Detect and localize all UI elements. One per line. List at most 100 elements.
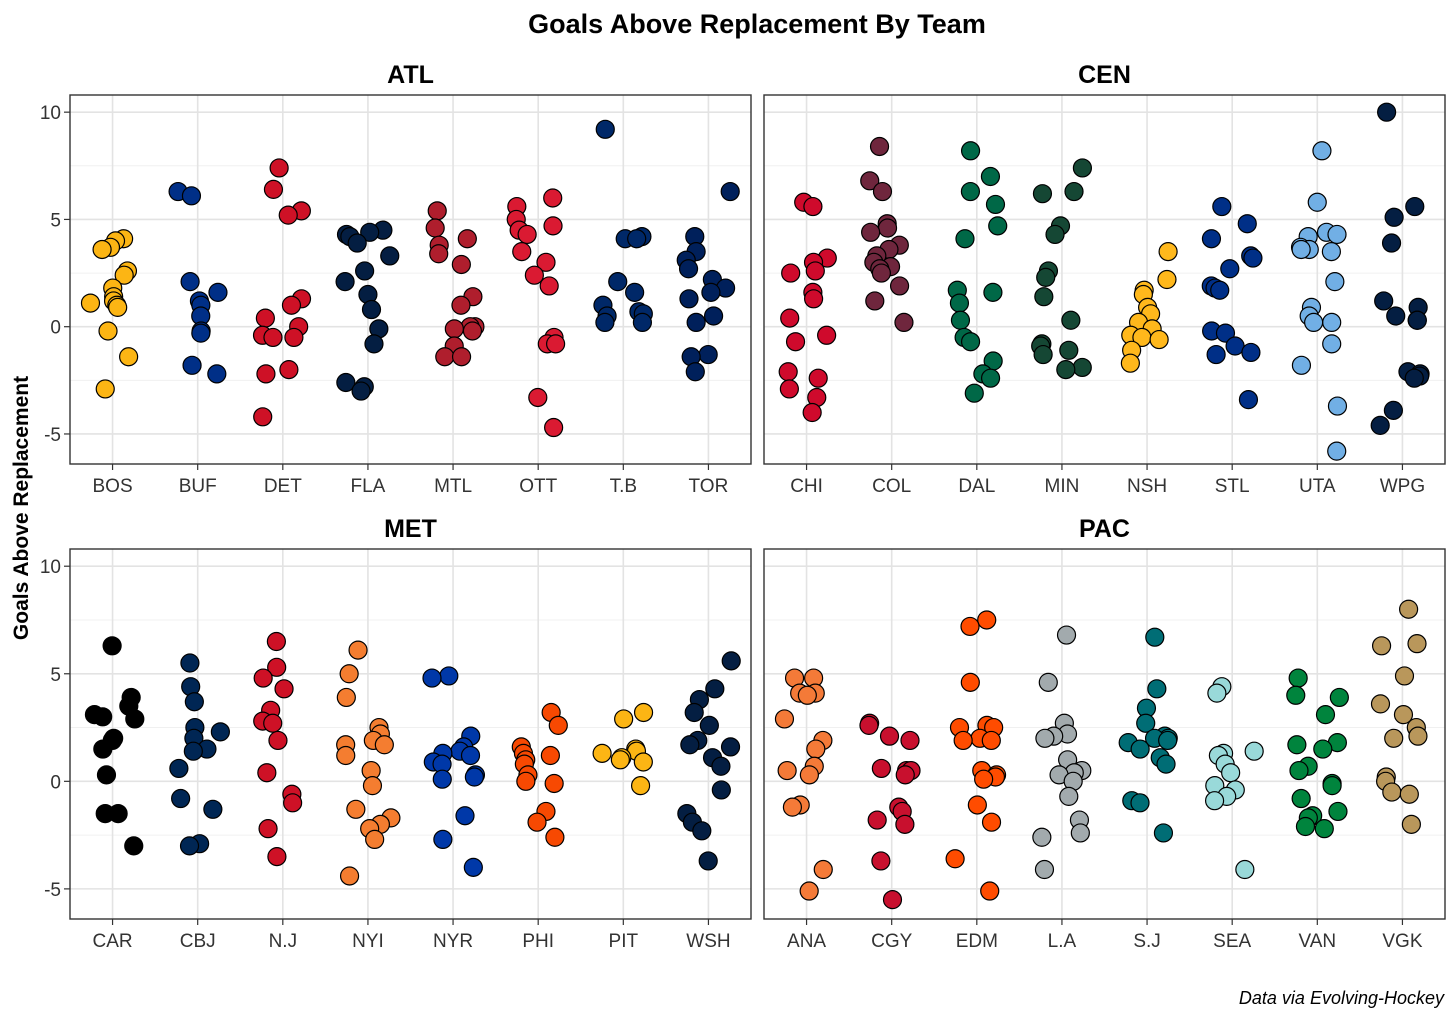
data-point: [1153, 823, 1174, 843]
data-point: [1215, 323, 1236, 343]
data-point: [1312, 141, 1332, 161]
x-tick-label: MTL: [434, 476, 472, 497]
team-series-tb: [593, 119, 653, 333]
x-tick-label: CAR: [93, 931, 133, 952]
team-series-wpg: [1370, 102, 1430, 435]
data-point: [435, 347, 455, 367]
data-point: [797, 685, 817, 705]
data-point: [374, 735, 394, 755]
data-point: [1289, 760, 1309, 781]
data-point: [463, 857, 483, 877]
data-point: [1286, 685, 1306, 705]
data-point: [119, 347, 139, 367]
data-point: [1328, 801, 1348, 822]
data-point: [894, 312, 914, 333]
data-point: [355, 261, 375, 281]
data-point: [1287, 735, 1307, 755]
data-point: [125, 709, 145, 729]
x-tick-label: SEA: [1213, 931, 1251, 952]
panel-border: [763, 94, 1446, 465]
data-point: [545, 827, 565, 847]
panel-title: CEN: [1078, 61, 1131, 89]
data-point: [1210, 280, 1230, 300]
data-point: [632, 312, 653, 333]
data-point: [208, 282, 228, 302]
data-point: [1321, 242, 1341, 262]
data-point: [425, 218, 445, 238]
data-point: [1136, 713, 1156, 733]
data-point: [92, 239, 112, 260]
panel-title: MET: [384, 515, 437, 543]
x-tick-label: DET: [264, 476, 302, 497]
data-point: [422, 668, 442, 688]
team-series-min: [1031, 158, 1093, 380]
x-tick-label: NSH: [1127, 476, 1167, 497]
team-series-chi: [778, 192, 837, 423]
data-point: [595, 312, 615, 333]
team-series-pit: [592, 702, 654, 796]
data-point: [1120, 353, 1140, 373]
data-point: [1313, 739, 1333, 759]
data-point: [380, 246, 400, 266]
data-point: [527, 812, 547, 832]
data-point: [780, 308, 800, 328]
data-point: [457, 229, 477, 249]
x-tick-label: WSH: [686, 931, 730, 952]
team-series-nj: [253, 631, 303, 867]
data-point: [785, 332, 806, 352]
x-tick-label: STL: [1215, 476, 1250, 497]
data-point: [1072, 158, 1093, 178]
data-point: [1056, 360, 1076, 380]
data-point: [546, 334, 566, 354]
data-point: [108, 297, 128, 317]
data-point: [1371, 636, 1392, 656]
data-point: [595, 119, 615, 139]
data-point: [630, 776, 651, 796]
data-point: [872, 181, 893, 202]
panel-met: MET CAR CBJ N.J NYI NYR PHI PIT WSH 10 5 0 -5: [40, 515, 752, 952]
data-point: [528, 387, 548, 408]
data-point: [102, 636, 122, 656]
data-point: [633, 702, 654, 723]
data-point: [983, 282, 1003, 302]
data-point: [803, 196, 823, 217]
data-point: [867, 810, 887, 830]
data-point: [777, 760, 797, 781]
data-point: [444, 319, 464, 339]
data-point: [964, 383, 984, 403]
team-series-bos: [80, 229, 139, 399]
data-point: [427, 201, 447, 221]
panel-border: [69, 94, 752, 465]
team-series-car: [84, 636, 145, 856]
data-point: [1156, 754, 1176, 774]
data-point: [263, 327, 283, 348]
data-point: [266, 631, 286, 652]
data-point: [782, 797, 803, 817]
data-point: [813, 859, 833, 880]
data-point: [1327, 441, 1347, 461]
panel-background: [70, 549, 751, 919]
data-point: [253, 407, 273, 427]
data-point: [114, 265, 134, 285]
x-tick-label: CHI: [790, 476, 823, 497]
data-point: [253, 668, 273, 688]
data-point: [1221, 763, 1241, 783]
data-point: [1327, 396, 1348, 416]
y-tick-label: 10: [40, 103, 61, 124]
data-point: [1035, 728, 1055, 748]
data-point: [592, 743, 612, 763]
data-point: [182, 355, 202, 375]
data-point: [614, 709, 634, 729]
y-tick-label: 0: [50, 772, 61, 793]
data-point: [859, 715, 879, 735]
data-point: [269, 158, 289, 178]
data-point: [539, 276, 559, 296]
data-point: [805, 261, 825, 281]
data-point: [889, 276, 910, 296]
data-point: [1377, 102, 1397, 122]
data-point: [1394, 666, 1415, 686]
data-point: [1399, 784, 1419, 804]
data-point: [336, 745, 356, 766]
x-tick-label: UTA: [1299, 476, 1336, 497]
data-point: [633, 752, 653, 772]
